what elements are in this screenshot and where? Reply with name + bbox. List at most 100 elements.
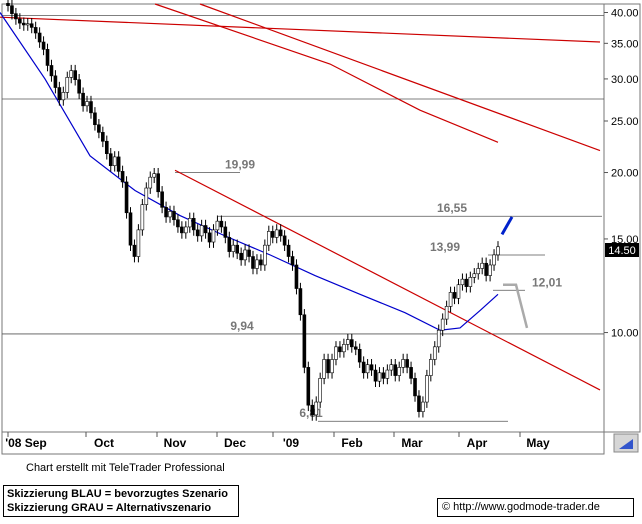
price-bar-body [219,220,224,228]
price-bar-body [65,77,70,93]
price-bar-body [168,211,172,218]
chart-credit: Chart erstellt mit TeleTrader Profession… [26,462,225,474]
price-bar-body [49,65,54,77]
price-bar-body [176,219,180,228]
last-price-label: 14.50 [608,245,636,257]
price-bar-body [33,27,38,34]
x-tick-label: Feb [341,436,362,450]
price-bar-body [318,378,322,403]
price-bar-body [104,140,109,154]
x-tick-label: '08 Sep [5,436,47,450]
price-bar-body [112,156,117,166]
price-bar-body [184,226,188,234]
price-bar-body [215,220,220,231]
price-bar-body [274,229,279,238]
price-bar-body [116,156,121,172]
price-bar-body [85,101,89,107]
price-bar-body [440,318,445,331]
legend-grey-line: Skizzierung GRAU = Alternativszenario [7,502,212,514]
price-bar-body [381,372,386,379]
price-bar-body [195,229,200,237]
price-bar-body [290,256,295,266]
price-bar-body [314,401,319,416]
price-bar-body [377,372,382,382]
price-bar-body [405,359,409,368]
price-bar-body [69,70,74,78]
moving-average-line [154,3,499,143]
x-tick-label: Apr [467,436,488,450]
price-bar-body [496,246,500,256]
trendlines [0,3,601,391]
y-tick-label: 30.00 [611,74,639,86]
price-bar-body [294,264,299,289]
price-bar-body [488,264,492,276]
price-bar-body [353,346,358,350]
price-bar-body [243,249,247,261]
price-bar-body [476,268,481,275]
price-bar-body [239,252,243,261]
y-tick-label: 20.00 [611,168,639,180]
y-tick-label: 10.00 [611,328,639,340]
level-label: 19,99 [225,158,255,172]
price-bar-body [492,254,496,266]
x-tick-label: Nov [164,436,187,450]
price-bar-body [338,346,342,353]
price-bar-body [29,23,34,28]
price-bar-body [267,231,271,246]
level-label: 16,55 [437,201,467,215]
price-bar-body [140,204,145,231]
price-bar-body [429,359,433,376]
last-price-badge: 14.50 [605,243,639,257]
price-bar-body [81,92,85,107]
price-bar-body [480,262,484,269]
scenario-legend: Skizzierung BLAU = bevorzugtes Szenario … [3,485,239,517]
trendline [199,3,601,152]
price-bar-body [425,375,429,403]
price-bar-body [136,229,141,257]
copyright-link[interactable]: © http://www.godmode-trader.de [437,498,634,517]
x-axis-ticks: '08 Sep Oct Nov Dec '09 Feb Mar Apr May [5,432,550,450]
price-bar-body [286,244,291,257]
price-bar-body [468,277,473,287]
price-bar-body [409,367,413,379]
price-bar-body [231,244,236,252]
price-bar-body [393,364,398,376]
x-tick-label: Oct [94,436,114,450]
scroll-button[interactable] [613,433,639,453]
level-label: 9,94 [230,319,254,333]
price-bar-body [401,359,405,368]
price-bar-body [172,211,176,221]
price-bar-body [456,284,461,299]
price-bar-body [108,153,113,166]
price-bar-body [349,339,354,348]
price-bar-body [89,101,93,114]
price-bars [6,0,500,421]
price-bar-body [417,395,421,412]
price-bar-body [25,23,30,26]
price-bar-body [93,112,97,126]
price-bar-body [10,5,14,14]
price-bar-body [464,278,469,287]
x-tick-label: May [526,436,550,450]
price-bar-body [385,369,390,379]
price-bar-body [128,212,133,246]
trendline [0,16,601,43]
y-tick-label: 25.00 [611,116,639,128]
x-tick-label: '09 [283,436,300,450]
price-bar-body [6,3,10,6]
price-bar-body [322,359,326,379]
price-bar-body [357,349,362,363]
price-bar-body [57,87,62,101]
price-bar-body [22,22,26,26]
price-bar-body [270,231,275,238]
y-tick-label: 40.00 [611,7,639,19]
price-bar-body [18,18,22,24]
scenario-sketches [500,216,529,329]
scenario-grau-path [503,283,529,329]
y-tick-label: 35.00 [611,38,639,50]
x-tick-label: Dec [224,436,246,450]
price-bar-body [101,132,105,142]
price-bar-body [199,225,204,237]
price-bar-body [152,173,157,178]
